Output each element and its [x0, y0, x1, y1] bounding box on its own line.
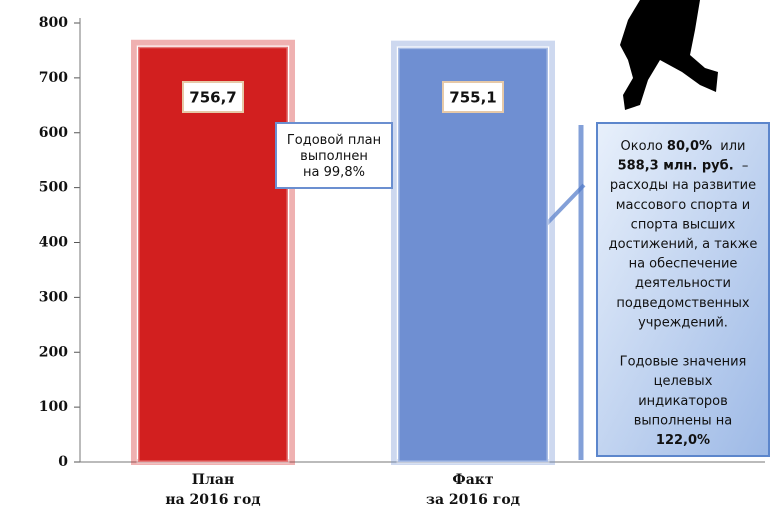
y-tick-label: 0	[58, 454, 68, 470]
y-tick-label: 800	[39, 15, 68, 31]
annotation-part: массового спорта и	[616, 197, 751, 212]
annotation: на 99,8%	[303, 165, 365, 180]
annotation-part: выполнен	[300, 149, 368, 164]
y-tick-label: 600	[39, 125, 68, 141]
callout-box	[275, 122, 393, 189]
runner-silhouette	[620, 0, 718, 110]
annotation-part: расходы на развитие	[610, 178, 756, 193]
annotation: спорта высших	[631, 217, 736, 232]
annotation: массового спорта и	[616, 197, 751, 212]
annotation-part: целевых	[654, 374, 713, 389]
y-tick-label: 500	[39, 180, 68, 196]
annotation-part: на 99,8%	[303, 165, 365, 180]
annotation: целевых	[654, 374, 713, 389]
y-tick-label: 200	[39, 344, 68, 360]
annotation: достижений, а также	[609, 237, 758, 252]
value-label-box	[442, 81, 504, 113]
annotation-part: достижений, а также	[609, 237, 758, 252]
annotation-part: или	[712, 139, 745, 154]
annotation: 588,3 млн. руб. –	[618, 158, 749, 173]
annotation-part: 80,0%	[667, 139, 712, 154]
annotation: Годовой план	[287, 133, 381, 148]
x-tick-label: Факт	[452, 472, 493, 488]
y-tick-label: 400	[39, 235, 68, 251]
annotation-part: деятельности	[635, 276, 731, 291]
annotation: учреждений.	[638, 315, 728, 330]
annotation: индикаторов	[638, 393, 728, 408]
value-label: 755,1	[449, 89, 496, 107]
annotation: Годовые значения	[620, 354, 747, 369]
annotation: на обеспечение	[629, 256, 738, 271]
annotation-part: учреждений.	[638, 315, 728, 330]
bar	[136, 45, 290, 464]
annotation-part: на обеспечение	[629, 256, 738, 271]
y-tick-label: 700	[39, 70, 68, 86]
note-box	[596, 122, 770, 457]
annotation: деятельности	[635, 276, 731, 291]
annotation-part: спорта высших	[631, 217, 736, 232]
annotation-part: Около	[620, 139, 666, 154]
y-tick-label: 100	[39, 399, 68, 415]
value-label: 756,7	[189, 89, 236, 107]
y-tick-label: 300	[39, 289, 68, 305]
x-tick-label: План	[192, 472, 234, 488]
annotation-part: Годовые значения	[620, 354, 747, 369]
annotation-part: –	[734, 158, 749, 173]
annotation: подведомственных	[616, 295, 749, 310]
value-label-box	[182, 81, 244, 113]
bar	[396, 46, 550, 464]
annotation: 122,0%	[656, 433, 710, 448]
x-tick-label: на 2016 год	[165, 492, 260, 507]
annotation-part: 588,3 млн. руб.	[618, 158, 734, 173]
annotation: выполнены на	[634, 413, 733, 428]
annotation-part: подведомственных	[616, 295, 749, 310]
annotation: Около 80,0% или	[620, 139, 745, 154]
annotation: выполнен	[300, 149, 368, 164]
annotation-part: 122,0%	[656, 433, 710, 448]
x-tick-label: за 2016 год	[426, 492, 520, 507]
annotation: расходы на развитие	[610, 178, 756, 193]
annotation-part: индикаторов	[638, 393, 728, 408]
annotation-part: выполнены на	[634, 413, 733, 428]
annotation-part: Годовой план	[287, 133, 381, 148]
